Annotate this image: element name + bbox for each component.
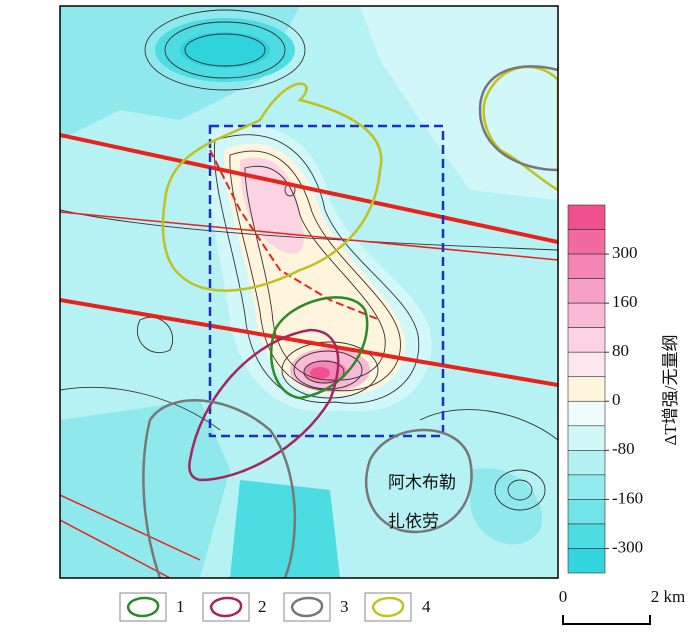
zone-3 — [478, 65, 558, 172]
scale-label: 2 km — [651, 587, 685, 606]
scale-bar: 0 2 km — [559, 587, 685, 625]
legend-box — [364, 592, 412, 622]
colorbar: 300 160 80 0 -80 -160 -300 — [567, 204, 643, 574]
legend-label: 4 — [422, 597, 431, 616]
colorbar-tick-label: 80 — [612, 341, 629, 360]
colorbar-tick-label: -160 — [612, 488, 643, 507]
place-label: 阿木布勒 — [388, 473, 456, 492]
legend-swatch — [209, 596, 243, 618]
faults — [60, 133, 558, 578]
place-label: 扎依劳 — [388, 512, 439, 531]
study-area — [208, 124, 445, 438]
zone-3 — [142, 399, 297, 578]
colorbar-swatch — [567, 450, 606, 476]
legend-label: 2 — [258, 597, 267, 616]
colorbar-tick-label: -300 — [612, 537, 643, 556]
colorbar-tick-label: 160 — [612, 292, 638, 311]
colorbar-swatch — [567, 229, 606, 255]
legend-box — [202, 592, 250, 622]
colorbar-swatch — [567, 204, 606, 230]
scale-label: 0 — [559, 587, 568, 606]
colorbar-swatch — [567, 376, 606, 402]
legend-box — [283, 592, 331, 622]
legend: 1 2 3 4 — [119, 592, 431, 622]
legend-box — [119, 592, 167, 622]
legend-label: 3 — [340, 597, 349, 616]
legend-swatch — [290, 596, 324, 618]
colorbar-swatch — [567, 253, 606, 279]
zone-3 — [365, 428, 473, 534]
colorbar-swatch — [567, 425, 606, 451]
map-frame — [59, 5, 559, 579]
colorbar-tick-label: -80 — [612, 439, 635, 458]
zone-1 — [270, 296, 369, 400]
colorbar-swatch — [567, 499, 606, 525]
map: 阿木布勒 扎依劳 — [60, 6, 558, 578]
colorbar-tick-label: 300 — [612, 243, 638, 262]
colorbar-swatch — [567, 327, 606, 353]
contours — [60, 9, 558, 511]
colorbar-swatch — [567, 302, 606, 328]
colorbar-swatch — [567, 351, 606, 378]
colorbar-swatch — [567, 400, 606, 427]
legend-swatch — [371, 596, 405, 618]
colorbar-swatch — [567, 548, 606, 574]
colorbar-swatch — [567, 474, 606, 500]
zone-2 — [188, 328, 340, 482]
zone-4 — [161, 82, 383, 292]
legend-swatch — [126, 596, 160, 618]
legend-label: 1 — [176, 597, 185, 616]
colorbar-tick-label: 0 — [612, 390, 621, 409]
colorbar-title: ΔT增强/无量纲 — [661, 334, 680, 445]
colorbar-swatch — [567, 523, 606, 549]
colorbar-swatch — [567, 278, 606, 304]
